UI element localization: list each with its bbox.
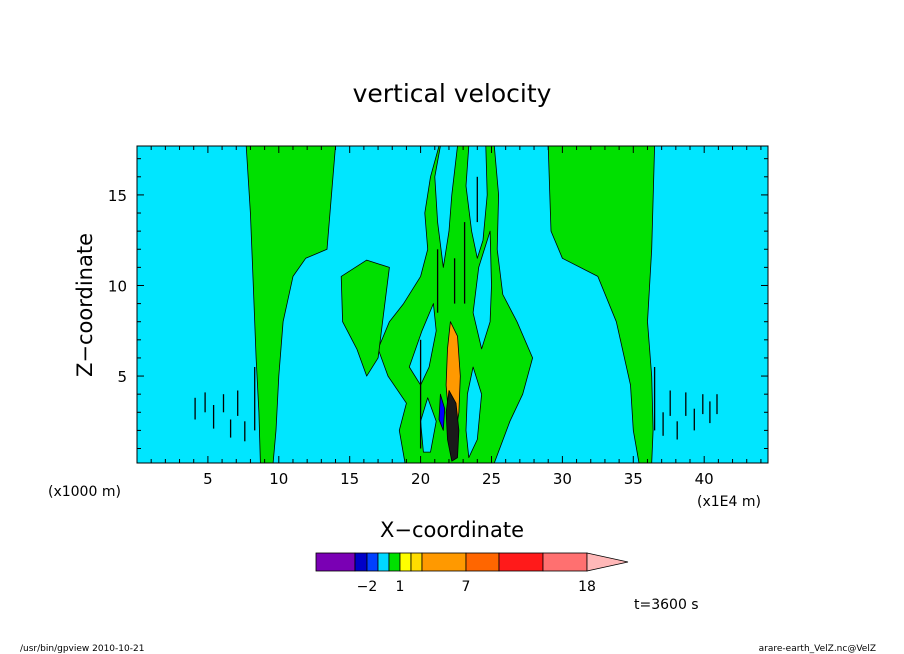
footer-right: arare-earth_VelZ.nc@VelZ xyxy=(759,644,876,654)
x-scale-label: (x1E4 m) xyxy=(697,494,761,510)
time-label: t=3600 s xyxy=(634,597,699,613)
contour-region-green-1 xyxy=(547,146,655,463)
y-tick-label: 15 xyxy=(108,187,127,205)
colorbar: −2 1 7 18 xyxy=(315,552,629,595)
footer-left: /usr/bin/gpview 2010-10-21 xyxy=(20,644,144,654)
colorbar-segment xyxy=(315,552,356,572)
contour-region-cyan-5 xyxy=(465,146,488,259)
colorbar-segment xyxy=(465,552,500,572)
x-unit-label: (x1000 m) xyxy=(48,484,121,500)
x-axis-title: X−coordinate xyxy=(380,518,524,542)
colorbar-label: −2 xyxy=(357,579,378,595)
colorbar-segment xyxy=(542,552,588,572)
x-axis: 5 10 15 20 25 30 35 40 xyxy=(150,146,762,488)
colorbar-segment xyxy=(410,552,423,572)
x-tick-label: 15 xyxy=(340,470,359,488)
x-tick-label: 30 xyxy=(553,470,572,488)
contour-line-layer xyxy=(194,176,718,449)
y-tick-label: 5 xyxy=(117,368,127,386)
colorbar-label: 1 xyxy=(396,579,405,595)
contour-region-cyan-8 xyxy=(465,366,483,459)
x-tick-label: 25 xyxy=(482,470,501,488)
contour-region-green-2 xyxy=(377,146,533,463)
colorbar-segment xyxy=(421,552,467,572)
contour-region-green-0 xyxy=(245,146,336,463)
colorbar-segment xyxy=(498,552,544,572)
x-tick-label: 10 xyxy=(269,470,288,488)
contour-region-dark-11 xyxy=(445,390,460,462)
x-tick-label: 20 xyxy=(411,470,430,488)
plot-frame xyxy=(136,145,769,464)
contour-region-cyan-9 xyxy=(420,397,437,453)
colorbar-segment xyxy=(388,552,401,572)
contour-region-cyan-6 xyxy=(472,230,492,350)
x-tick-label: 5 xyxy=(203,470,213,488)
colorbar-segment xyxy=(399,552,412,572)
contour-region-negative-12 xyxy=(438,393,446,431)
colorbar-arrow xyxy=(586,552,629,572)
x-tick-label: 40 xyxy=(695,470,714,488)
contour-region-green-3 xyxy=(340,259,390,377)
colorbar-segment xyxy=(366,552,379,572)
colorbar-label: 7 xyxy=(462,579,471,595)
colorbar-segment xyxy=(377,552,390,572)
colorbar-label: 18 xyxy=(578,579,596,595)
y-tick-label: 10 xyxy=(108,277,127,295)
colorbar-segment xyxy=(354,552,368,572)
plot-area xyxy=(137,146,768,463)
y-axis-title: Z−coordinate xyxy=(73,233,97,377)
x-tick-label: 35 xyxy=(624,470,643,488)
contour-fill-layer xyxy=(245,146,655,463)
contour-region-cyan-4 xyxy=(434,146,458,268)
chart-title: vertical velocity xyxy=(353,79,552,108)
y-axis: 5 10 15 xyxy=(108,158,768,450)
